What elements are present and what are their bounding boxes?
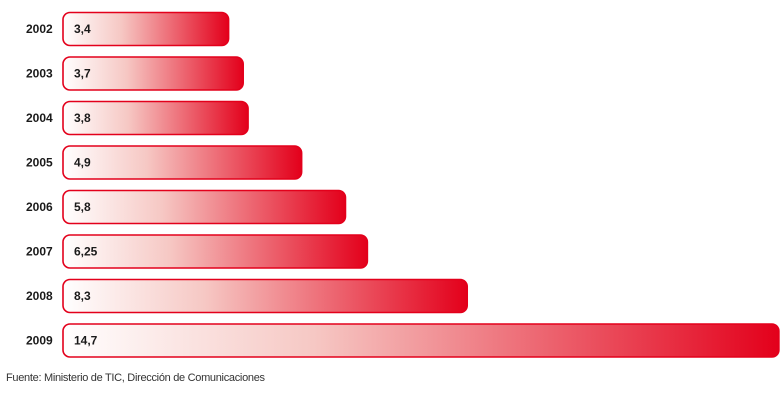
year-label: 2004 <box>26 111 53 125</box>
year-label: 2005 <box>26 156 53 170</box>
value-label: 3,4 <box>74 22 91 36</box>
value-label: 8,3 <box>74 289 91 303</box>
source-note: Fuente: Ministerio de TIC, Dirección de … <box>6 372 265 384</box>
value-label: 3,7 <box>74 67 91 81</box>
bar-2009 <box>62 323 780 358</box>
year-label: 2002 <box>26 22 53 36</box>
value-label: 6,25 <box>74 245 98 259</box>
year-label: 2009 <box>26 334 53 348</box>
value-label: 14,7 <box>74 334 98 348</box>
bar-2008 <box>62 278 469 314</box>
bar-2004 <box>62 100 249 136</box>
bar-2003 <box>62 56 244 91</box>
bar-2005 <box>62 145 303 180</box>
bar-2007 <box>62 234 369 269</box>
bar-2006 <box>62 189 347 225</box>
year-label: 2003 <box>26 67 53 81</box>
bar-2002 <box>62 11 230 47</box>
year-label: 2007 <box>26 245 53 259</box>
year-label: 2006 <box>26 200 53 214</box>
value-label: 4,9 <box>74 156 91 170</box>
value-label: 5,8 <box>74 200 91 214</box>
bars-layer: 2002 3,4 2003 3,7 2004 3,8 2005 4,9 2006 5,8 2007 6… <box>26 11 780 358</box>
year-label: 2008 <box>26 289 53 303</box>
value-label: 3,8 <box>74 111 91 125</box>
